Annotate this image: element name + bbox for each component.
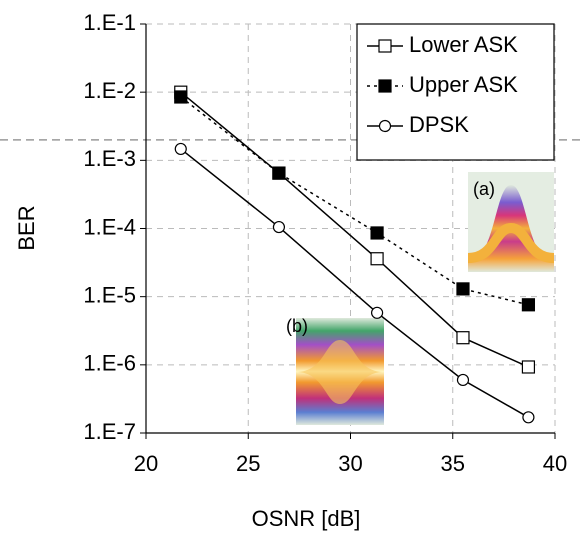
y-axis-title: BER [14, 205, 39, 250]
point [372, 307, 383, 318]
point [522, 299, 534, 311]
y-tick-label: 1.E-2 [83, 78, 136, 103]
point [175, 91, 187, 103]
point [371, 253, 383, 265]
legend-marker [379, 40, 391, 52]
point [371, 227, 383, 239]
x-tick-label: 35 [441, 451, 465, 476]
y-tick-label: 1.E-6 [83, 351, 136, 376]
y-tick-label: 1.E-1 [83, 10, 136, 35]
legend-marker [379, 80, 391, 92]
point [457, 283, 469, 295]
legend-label: Lower ASK [409, 32, 518, 57]
point [522, 361, 534, 373]
point [523, 412, 534, 423]
y-tick-label: 1.E-5 [83, 282, 136, 307]
legend-label: Upper ASK [409, 72, 518, 97]
y-tick-label: 1.E-4 [83, 214, 136, 239]
point [175, 143, 186, 154]
point [273, 167, 285, 179]
legend-label: DPSK [409, 112, 469, 137]
inset-b [296, 318, 384, 425]
inset-label: (b) [286, 316, 308, 336]
point [457, 374, 468, 385]
x-tick-label: 20 [134, 451, 158, 476]
x-tick-label: 25 [236, 451, 260, 476]
x-axis-title: OSNR [dB] [252, 506, 361, 531]
chart: (a) (b) OSNR [dB] BER 1.E-1 1.E-2 1.E-3 1.E… [0, 0, 582, 546]
inset-label: (a) [473, 179, 495, 199]
x-tick-label: 40 [543, 451, 567, 476]
y-tick-label: 1.E-7 [83, 419, 136, 444]
x-tick-label: 30 [338, 451, 362, 476]
legend-marker [380, 121, 391, 132]
y-tick-label: 1.E-3 [83, 146, 136, 171]
point [273, 222, 284, 233]
point [457, 332, 469, 344]
